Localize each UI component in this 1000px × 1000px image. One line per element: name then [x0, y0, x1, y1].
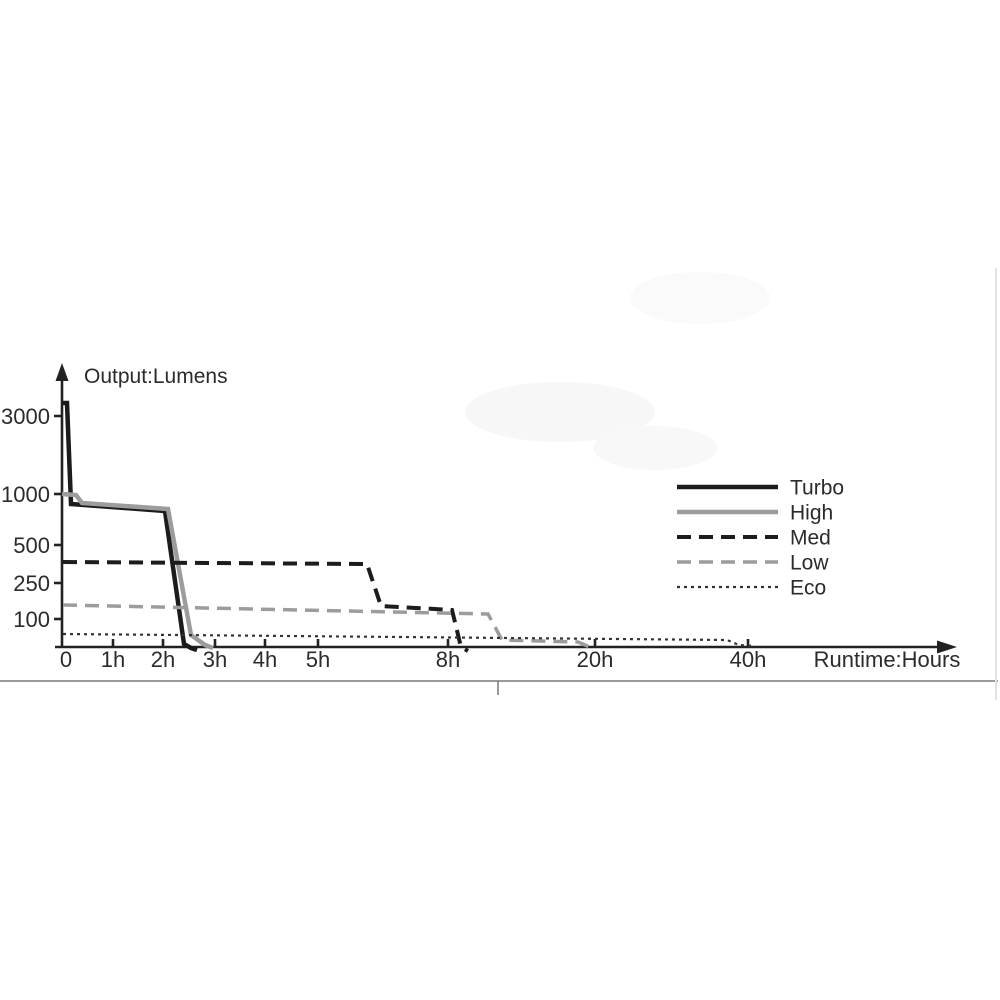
x-tick-label: 0	[60, 647, 72, 672]
series-line-eco	[62, 632, 756, 648]
legend-label-high: High	[790, 502, 833, 525]
y-axis-arrowhead	[55, 363, 69, 381]
x-tick-label: 8h	[436, 647, 460, 672]
legend-label-med: Med	[790, 527, 831, 550]
watermark-blob	[630, 272, 770, 324]
x-axis-arrowhead	[937, 640, 957, 654]
x-axis: 0 1h 2h 3h 4h 5h 8h 20h 40h	[55, 639, 957, 672]
x-tick-label: 3h	[203, 647, 227, 672]
y-tick-label: 250	[13, 571, 50, 596]
x-tick-label: 4h	[253, 647, 277, 672]
x-tick-label: 40h	[730, 647, 767, 672]
watermark-blobs	[465, 272, 770, 470]
y-tick-label: 3000	[1, 404, 50, 429]
series-line-med	[62, 560, 469, 653]
series-line-low	[62, 603, 593, 650]
watermark-blob	[593, 426, 717, 470]
legend-label-eco: Eco	[790, 577, 826, 600]
legend-label-turbo: Turbo	[790, 477, 844, 500]
legend-label-low: Low	[790, 552, 829, 575]
series-line-turbo	[63, 400, 198, 653]
watermark-blob	[465, 382, 655, 442]
x-axis-title: Runtime:Hours	[814, 647, 961, 672]
x-tick-label: 2h	[151, 647, 175, 672]
y-tick-label: 500	[13, 533, 50, 558]
y-tick-label: 1000	[1, 482, 50, 507]
y-axis: 3000 1000 500 250 100	[1, 363, 69, 648]
x-tick-label: 1h	[101, 647, 125, 672]
x-tick-label: 20h	[577, 647, 614, 672]
y-tick-label: 100	[13, 607, 50, 632]
page-decorations	[0, 268, 998, 700]
x-tick-label: 5h	[306, 647, 330, 672]
y-axis-title: Output:Lumens	[84, 365, 228, 388]
series-lines	[61, 400, 756, 653]
series-line-high	[61, 491, 214, 651]
